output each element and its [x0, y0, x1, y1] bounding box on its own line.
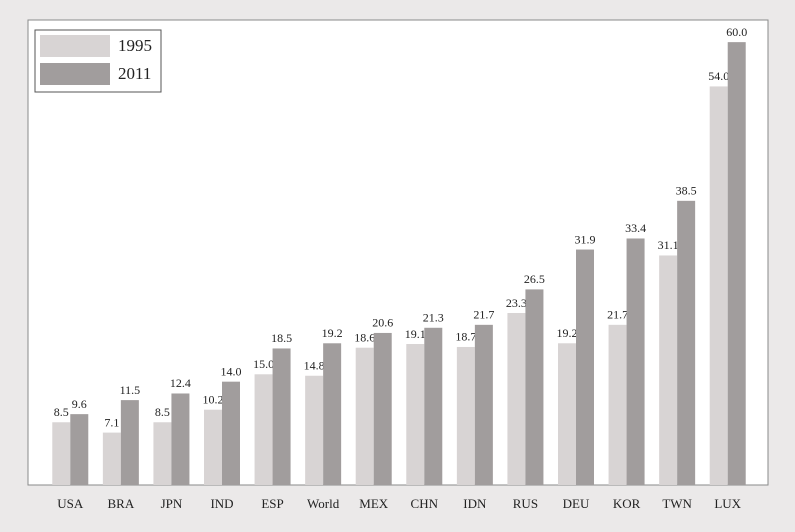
x-tick-label: CHN: [411, 496, 439, 511]
bar: [709, 86, 728, 485]
value-label: 18.7: [455, 330, 476, 344]
value-label: 11.5: [120, 383, 141, 397]
value-label: 19.1: [405, 327, 426, 341]
x-tick-label: TWN: [662, 496, 692, 511]
value-label: 14.0: [221, 364, 242, 378]
bar: [52, 422, 71, 485]
x-tick-label: ESP: [261, 496, 283, 511]
value-label: 10.2: [203, 392, 224, 406]
x-tick-label: LUX: [714, 496, 741, 511]
bar: [474, 324, 493, 485]
value-label: 31.1: [658, 238, 679, 252]
x-tick-label: IND: [210, 496, 233, 511]
value-label: 9.6: [72, 397, 87, 411]
value-label: 21.7: [473, 308, 494, 322]
bar: [204, 409, 222, 485]
legend-label: 2011: [118, 64, 151, 83]
bar: [102, 432, 121, 485]
value-label: 12.4: [170, 376, 191, 390]
bar: [70, 414, 89, 485]
x-tick-label: BRA: [107, 496, 134, 511]
x-tick-label: IDN: [463, 496, 487, 511]
bar: [355, 347, 374, 485]
value-label: 21.7: [607, 308, 628, 322]
x-tick-label: DEU: [563, 496, 590, 511]
legend-label: 1995: [118, 36, 152, 55]
value-label: 26.5: [524, 272, 545, 286]
bar: [171, 393, 190, 485]
bar: [727, 42, 746, 486]
bar: [406, 344, 425, 485]
bar: [305, 375, 324, 485]
value-label: 31.9: [575, 232, 596, 246]
value-label: 18.6: [354, 330, 375, 344]
value-label: 19.2: [557, 326, 578, 340]
x-tick-label: World: [307, 496, 340, 511]
bar: [608, 324, 627, 485]
bar: [525, 289, 544, 485]
bar: [456, 346, 475, 485]
bar: [323, 343, 342, 485]
value-label: 18.5: [271, 331, 292, 345]
x-tick-label: JPN: [161, 496, 183, 511]
value-label: 33.4: [625, 221, 646, 235]
value-label: 21.3: [423, 311, 444, 325]
bar: [153, 422, 172, 485]
bar: [626, 238, 645, 485]
value-label: 7.1: [104, 415, 119, 429]
bar: [120, 400, 139, 485]
value-label: 20.6: [372, 316, 393, 330]
x-tick-label: USA: [57, 496, 84, 511]
bar: [222, 381, 240, 485]
value-label: 8.5: [54, 405, 69, 419]
bar: [659, 255, 678, 485]
value-label: 23.3: [506, 296, 527, 310]
bar: [558, 343, 576, 485]
legend-swatch: [40, 63, 110, 85]
value-label: 8.5: [155, 405, 170, 419]
x-tick-label: MEX: [359, 496, 389, 511]
bar: [424, 327, 443, 485]
value-label: 14.8: [304, 359, 325, 373]
x-tick-label: RUS: [513, 496, 538, 511]
x-tick-label: KOR: [613, 496, 641, 511]
bar: [677, 200, 696, 486]
value-label: 60.0: [726, 25, 747, 39]
value-label: 19.2: [322, 326, 343, 340]
value-label: 54.0: [708, 69, 729, 83]
legend-swatch: [40, 35, 110, 57]
bar: [272, 348, 291, 485]
bar: [576, 249, 594, 485]
bar: [254, 374, 273, 485]
value-label: 38.5: [676, 184, 697, 198]
plot-area: [27, 19, 769, 486]
bar: [373, 332, 392, 485]
value-label: 15.0: [253, 357, 274, 371]
bar: [507, 313, 526, 485]
